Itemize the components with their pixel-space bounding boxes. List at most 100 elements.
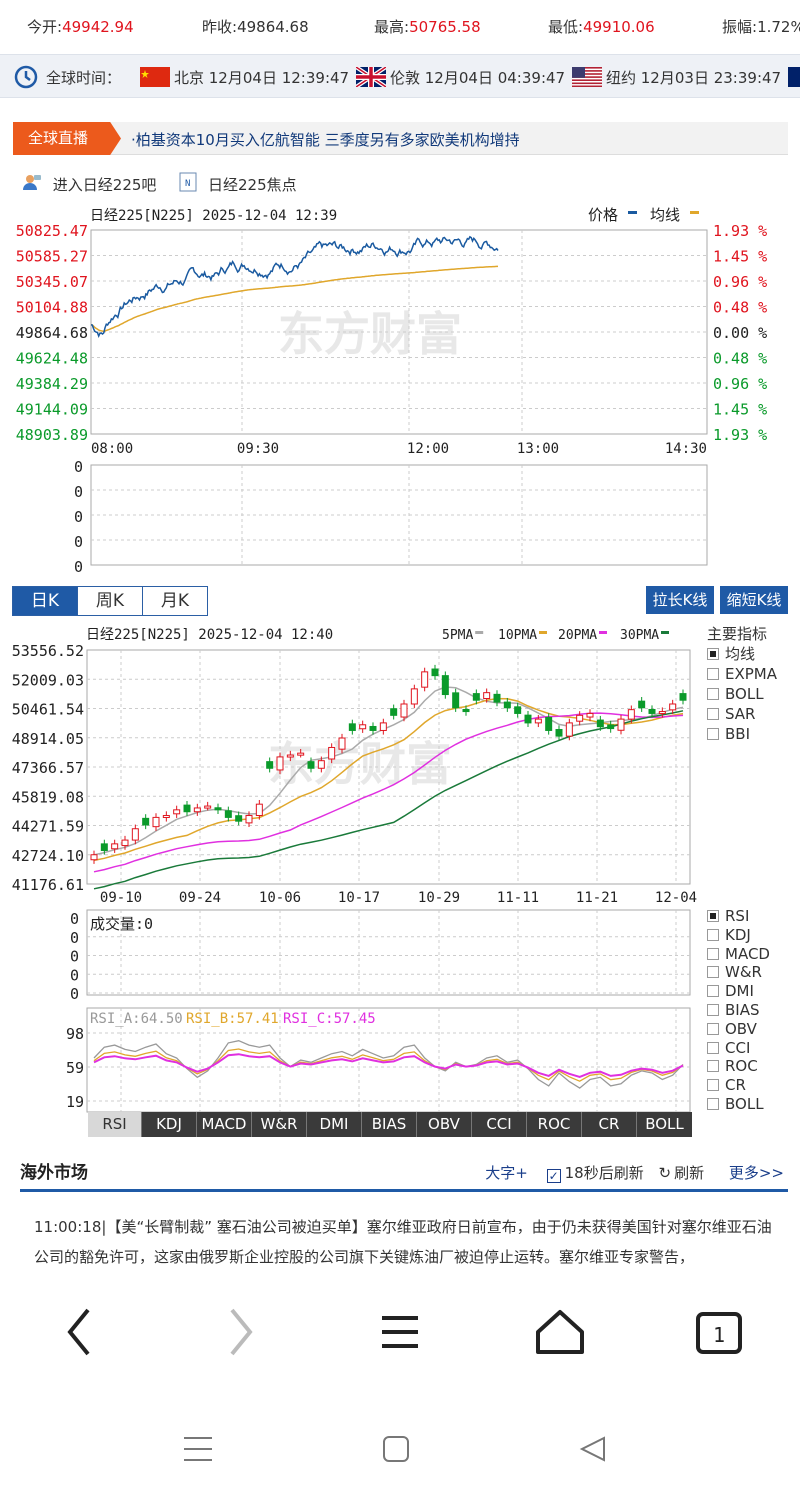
- indtab-cr[interactable]: CR: [582, 1112, 637, 1137]
- candle-body: [297, 752, 305, 756]
- price-line: [90, 235, 499, 338]
- sub-indicator-obv[interactable]: OBV: [707, 1020, 770, 1039]
- indtab-dmi[interactable]: DMI: [307, 1112, 362, 1137]
- indtab-bias[interactable]: BIAS: [362, 1112, 417, 1137]
- kline-watermark: 东方财富: [268, 737, 452, 791]
- sub-indicator-panel: RSI KDJ MACD W&R DMI BIAS OBV CCI ROC CR…: [707, 907, 770, 1114]
- focus-link[interactable]: 日经225焦点: [207, 175, 297, 194]
- news-item[interactable]: 11:00:18|【美“长臂制裁” 塞石油公司被迫买单】塞尔维亚政府日前宣布，由…: [34, 1218, 772, 1266]
- candle-body: [131, 828, 139, 841]
- candle-body: [173, 809, 181, 815]
- indicator-sar[interactable]: SAR: [707, 704, 777, 724]
- sub-indicator-kdj[interactable]: KDJ: [707, 926, 770, 945]
- sub-indicator-dmi[interactable]: DMI: [707, 982, 770, 1001]
- candle-body: [617, 718, 625, 731]
- kline-price-tick: 42724.10: [12, 847, 84, 865]
- time-tick: 14:30: [665, 441, 707, 457]
- recents-icon[interactable]: [184, 1437, 212, 1461]
- news-time: 11:00:18: [34, 1218, 102, 1236]
- tabs-icon[interactable]: [696, 1312, 742, 1354]
- auto-refresh-toggle[interactable]: ✓ 18秒后刷新: [546, 1164, 644, 1183]
- pct-tick: 0.48 %: [713, 299, 767, 317]
- indtab-cci[interactable]: CCI: [472, 1112, 527, 1137]
- rsi-tick: 19: [66, 1093, 84, 1111]
- sub-indicator-boll[interactable]: BOLL: [707, 1095, 770, 1114]
- pct-tick: 0.48 %: [713, 350, 767, 368]
- candle-body: [338, 737, 346, 750]
- kline-price-tick: 41176.61: [12, 876, 84, 894]
- system-back-icon[interactable]: [579, 1436, 605, 1462]
- indtab-obv[interactable]: OBV: [417, 1112, 472, 1137]
- legend-price-swatch: [628, 211, 637, 214]
- indicator-boll[interactable]: BOLL: [707, 684, 777, 704]
- candle-body: [503, 701, 511, 709]
- candle-body: [286, 754, 294, 758]
- tab-month-k[interactable]: 月K: [142, 586, 208, 616]
- kline-price-tick: 44271.59: [12, 818, 84, 836]
- home-icon[interactable]: [536, 1310, 584, 1354]
- candle-body: [524, 714, 532, 724]
- tab-week-k[interactable]: 周K: [77, 586, 143, 616]
- next-flag-icon: [788, 67, 800, 87]
- enter-forum-link[interactable]: 进入日经225吧: [52, 175, 157, 194]
- candle-body: [596, 719, 604, 728]
- indtab-macd[interactable]: MACD: [197, 1112, 252, 1137]
- checkbox-icon: ✓: [546, 1169, 561, 1183]
- system-home-icon[interactable]: [383, 1436, 409, 1462]
- rsi-line-a: [93, 1040, 684, 1089]
- kvolume-tick: 0: [70, 966, 79, 984]
- sub-indicator-wr[interactable]: W&R: [707, 963, 770, 982]
- candle-body: [183, 804, 191, 813]
- indtab-roc[interactable]: ROC: [527, 1112, 582, 1137]
- ma-legend-swatch: [599, 631, 607, 634]
- candle-body: [493, 693, 501, 703]
- ma-legend-swatch: [475, 631, 484, 634]
- indicator-bbi[interactable]: BBI: [707, 724, 777, 744]
- kline-price-tick: 45819.08: [12, 788, 84, 806]
- tab-day-k[interactable]: 日K: [12, 586, 78, 616]
- candle-body: [431, 668, 439, 677]
- kline-chart: 日经225[N225] 2025-12-04 12:40 5PMA 10PMA 20…: [12, 627, 697, 1113]
- candle-body: [565, 722, 573, 737]
- menu-icon[interactable]: [382, 1316, 418, 1348]
- period-tabs: 日K 周K 月K: [12, 586, 208, 616]
- longer-k-button[interactable]: 拉长K线: [646, 586, 714, 614]
- live-headline[interactable]: ·柏基资本10月买入亿航智能 三季度另有多家欧美机构增持: [131, 131, 520, 149]
- candle-body: [348, 723, 356, 731]
- sub-indicator-roc[interactable]: ROC: [707, 1057, 770, 1076]
- kline-price-tick: 52009.03: [12, 671, 84, 689]
- indtab-kdj[interactable]: KDJ: [142, 1112, 197, 1137]
- indtab-boll[interactable]: BOLL: [637, 1112, 692, 1137]
- candle-body: [658, 711, 666, 715]
- price-tick: 50825.47: [16, 222, 88, 240]
- indicator-expma[interactable]: EXPMA: [707, 664, 777, 684]
- refresh-button[interactable]: ↻ 刷新: [658, 1164, 705, 1182]
- candle-body: [472, 693, 480, 701]
- ma-legend-swatch: [661, 631, 669, 634]
- indtab-rsi[interactable]: RSI: [88, 1112, 142, 1137]
- kline-price-tick: 48914.05: [12, 730, 84, 748]
- kline-date-tick: 11-21: [576, 890, 618, 906]
- uk-flag-icon: [356, 67, 386, 87]
- time-tick: 12:00: [407, 441, 449, 457]
- candle-body: [142, 817, 150, 826]
- sub-indicator-macd[interactable]: MACD: [707, 945, 770, 964]
- overseas-controls: 大字+ ✓ 18秒后刷新 ↻ 刷新 更多>>: [485, 1162, 784, 1183]
- ma-legend-label: 5PMA: [442, 628, 473, 643]
- shorter-k-button[interactable]: 缩短K线: [720, 586, 788, 614]
- back-icon[interactable]: [67, 1308, 90, 1356]
- sub-indicator-rsi[interactable]: RSI: [707, 907, 770, 926]
- main-indicator-panel: 主要指标 均线 EXPMA BOLL SAR BBI: [707, 624, 777, 744]
- low-quote: 最低:49910.06: [548, 18, 655, 36]
- indicator-ma[interactable]: 均线: [707, 644, 777, 664]
- candle-body: [359, 724, 367, 730]
- sub-indicator-cr[interactable]: CR: [707, 1076, 770, 1095]
- sub-indicator-bias[interactable]: BIAS: [707, 1001, 770, 1020]
- forward-icon[interactable]: [230, 1308, 253, 1356]
- intraday-chart: 日经225[N225] 2025-12-04 12:39 价格 均线 东方财富 …: [16, 206, 767, 576]
- indtab-wr[interactable]: W&R: [252, 1112, 307, 1137]
- global-live-bar[interactable]: 全球直播 ·柏基资本10月买入亿航智能 三季度另有多家欧美机构增持: [13, 122, 788, 155]
- bigfont-button[interactable]: 大字+: [485, 1164, 528, 1182]
- sub-indicator-cci[interactable]: CCI: [707, 1039, 770, 1058]
- more-link[interactable]: 更多>>: [728, 1164, 784, 1182]
